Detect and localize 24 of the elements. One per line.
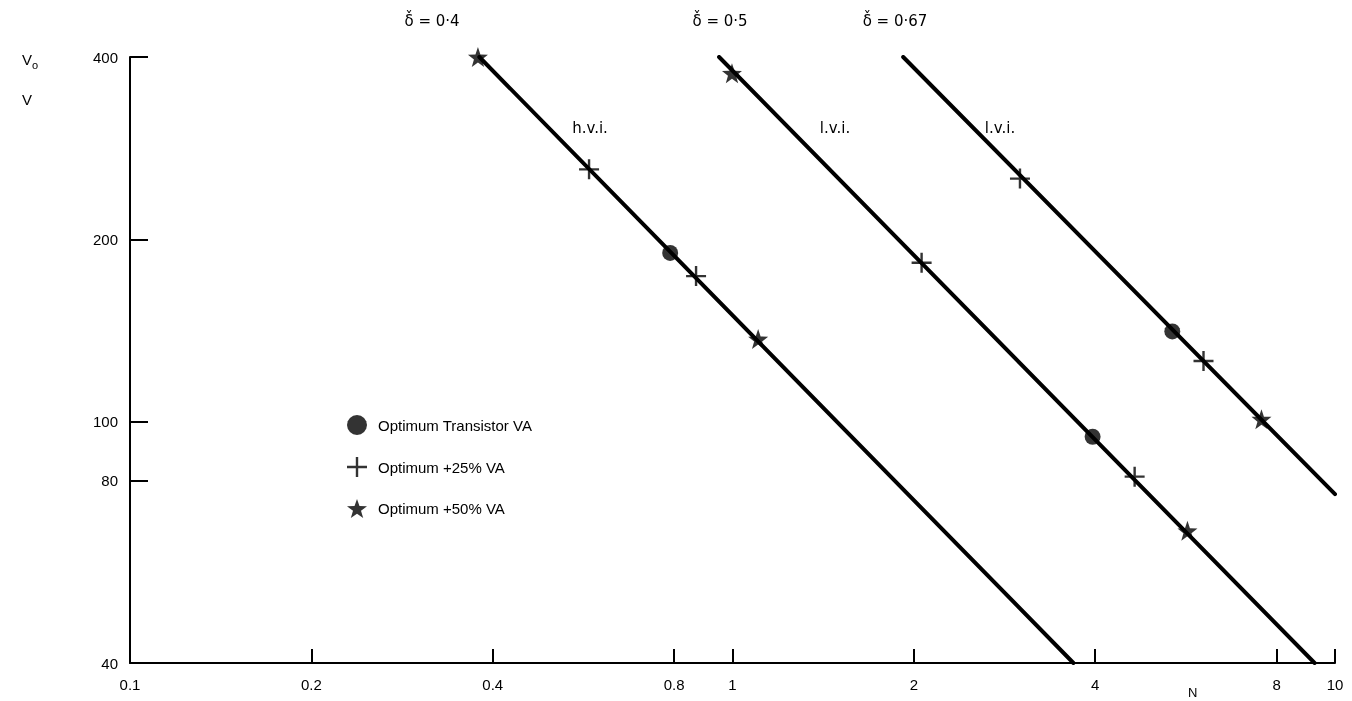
- x-tick-label: 8: [1272, 676, 1281, 693]
- x-tick-label: 1: [728, 676, 737, 693]
- x-tick-label: 2: [909, 676, 919, 693]
- annotation: h.v.i.: [572, 118, 608, 137]
- y-tick-label: 200: [92, 230, 118, 248]
- legend-label: Optimum +25% VA: [378, 458, 505, 476]
- x-tick-label: 0.1: [119, 676, 141, 693]
- annotation: l.v.i.: [984, 118, 1016, 137]
- x-tick-label: 0.4: [482, 676, 504, 693]
- legend-label: Optimum Transistor VA: [378, 416, 532, 434]
- legend-label: Optimum +50% VA: [378, 500, 505, 518]
- x-tick-label: 0.8: [663, 676, 685, 693]
- y-tick-label: 40: [101, 654, 118, 672]
- y-tick-label: 80: [101, 472, 118, 490]
- x-tick-label: 0.2: [300, 676, 322, 693]
- annotation: l.v.i.: [819, 118, 851, 137]
- y-tick-label: 400: [92, 48, 118, 66]
- text: δ̌ = 0·67: [862, 9, 928, 30]
- text: δ̌ = 0·5: [692, 9, 748, 30]
- x-axis-title: N: [1188, 685, 1198, 700]
- y-tick-label: 100: [92, 413, 118, 431]
- text: δ̌ = 0·4: [404, 9, 460, 30]
- x-tick-label: 4: [1091, 676, 1100, 693]
- x-tick-label: 10: [1326, 676, 1344, 693]
